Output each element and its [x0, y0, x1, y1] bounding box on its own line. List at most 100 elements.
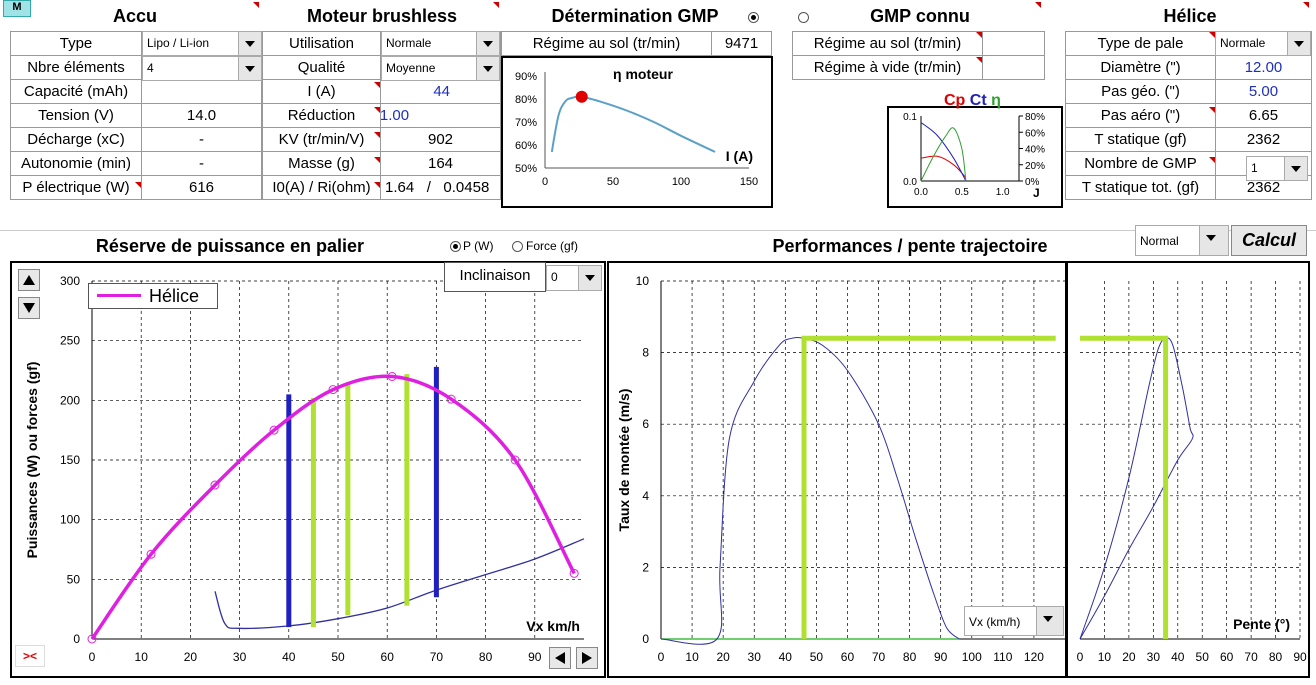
i0-ri-sep: / [426, 179, 431, 196]
inclinaison-select[interactable]: 0 [546, 265, 602, 291]
calcul-button[interactable]: Calcul [1231, 225, 1307, 256]
toggle-view-button[interactable]: >< [15, 645, 45, 667]
section-divider [0, 230, 1316, 231]
helice-point [569, 568, 579, 578]
x-tick-label: 30 [1147, 650, 1161, 664]
y-tick-label: 90% [515, 71, 537, 83]
helice-type-value: Normale [1220, 36, 1266, 50]
x-tick-label: 50 [1196, 650, 1210, 664]
gmp-radio[interactable] [748, 12, 759, 23]
perf-title: Performances / pente trajectoire [772, 236, 1048, 256]
reserve-title: Réserve de puissance en palier [95, 236, 365, 256]
comment-marker [374, 82, 380, 88]
x-tick-label: 40 [1171, 650, 1185, 664]
x-tick-label: 40 [282, 650, 296, 664]
y-tick-label: 50 [67, 572, 81, 586]
accu-label: Nbre éléments [10, 55, 142, 80]
accu-value: 616 [141, 175, 262, 200]
chevron-down-icon[interactable] [476, 32, 499, 55]
helice-pitch-value[interactable]: 5.00 [1215, 79, 1312, 104]
x-tick-label: 0 [1077, 650, 1084, 664]
y-axis-label: Puissances (W) ou forces (gf) [24, 362, 40, 559]
accu-cells-select[interactable]: 4 [142, 56, 262, 81]
scroll-down-button[interactable] [18, 297, 40, 319]
legend-box: Hélice [88, 283, 218, 309]
power-radio[interactable] [450, 241, 461, 252]
macro-m-button[interactable]: M [3, 0, 31, 17]
x-tick-label: 100 [672, 176, 690, 188]
next-button[interactable] [576, 647, 598, 669]
accu-label: Type [10, 31, 142, 56]
right-tick-label: 0% [1025, 177, 1040, 188]
y-tick-label: 6 [642, 417, 649, 431]
x-tick-label: 60 [841, 650, 855, 664]
comment-marker [976, 32, 982, 38]
mode-select[interactable]: Normal [1135, 225, 1229, 256]
helice-point [510, 455, 520, 465]
x-tick-label: 40 [779, 650, 793, 664]
prev-button[interactable] [549, 647, 571, 669]
y-tick-label: 60% [515, 140, 537, 152]
gmp-connu-input[interactable] [982, 55, 1045, 80]
comment-marker [1209, 32, 1215, 38]
accu-value[interactable] [141, 79, 262, 104]
cp-label: Cp [944, 92, 966, 109]
x-tick-label: 120 [1024, 650, 1044, 664]
efficiency-svg: 90% 80% 70% 60% 50% 0 50 100 150 η moteur I (A) [515, 66, 758, 188]
helice-diameter-value[interactable]: 12.00 [1215, 55, 1312, 80]
moteur-qualite-select[interactable]: Moyenne [381, 56, 500, 81]
x-tick-label: 30 [233, 650, 247, 664]
comment-marker [374, 182, 380, 188]
comment-marker [374, 132, 380, 138]
x-tick-label: 0.0 [914, 187, 928, 198]
helice-label: T statique (gf) [1065, 127, 1216, 152]
moteur-label: Qualité [262, 55, 381, 80]
gmp-connu-label: Régime à vide (tr/min) [792, 55, 983, 80]
accu-label: P électrique (W) [10, 175, 142, 200]
comment-marker [135, 182, 141, 188]
comment-marker [1303, 2, 1309, 8]
mode-value: Normal [1140, 234, 1179, 248]
x-tick-label: 20 [184, 650, 198, 664]
chevron-down-icon[interactable] [578, 266, 601, 290]
chevron-down-icon[interactable] [1036, 607, 1063, 635]
x-tick-label: 10 [685, 650, 699, 664]
gmp-connu-radio[interactable] [798, 12, 809, 23]
chevron-down-icon[interactable] [476, 57, 499, 80]
force-radio[interactable] [512, 241, 523, 252]
moteur-utilisation-select[interactable]: Normale [381, 31, 500, 56]
accu-type-select[interactable]: Lipo / Li-ion [142, 31, 262, 56]
helice-point [328, 385, 338, 395]
comment-marker [1209, 157, 1215, 163]
chevron-down-icon[interactable] [238, 57, 261, 80]
x-tick-label: 70 [430, 650, 444, 664]
right-tick-label: 20% [1025, 161, 1045, 172]
x-tick-label: 20 [1122, 650, 1136, 664]
chevron-down-icon[interactable] [238, 32, 261, 55]
ct-line [920, 122, 967, 182]
x-tick-label: 0 [89, 650, 96, 664]
max-slope-line [1080, 335, 1169, 639]
moteur-current-value[interactable]: 44 [380, 79, 501, 104]
accu-table: Type Nbre éléments Capacité (mAh) Tensio… [10, 31, 262, 200]
y-tick-label: 0 [73, 632, 80, 646]
calcul-label: Calcul [1241, 230, 1297, 250]
chevron-down-icon[interactable] [1199, 226, 1228, 255]
helice-gmp-count-select[interactable]: 1 [1246, 156, 1308, 181]
chevron-down-icon[interactable] [1287, 32, 1310, 55]
vx-select-value: Vx (km/h) [969, 615, 1021, 629]
moteur-i0-ri-cell: 1.64 / 0.0458 [380, 175, 501, 200]
reserve-svg: 0 10 20 30 40 50 60 70 80 90 300 250 200 150 100 50 0 Vx … [24, 274, 585, 664]
moteur-value: 164 [380, 151, 501, 176]
scroll-up-button[interactable] [18, 269, 40, 291]
moteur-label: I0(A) / Ri(ohm) [262, 175, 381, 200]
gmp-connu-input[interactable] [982, 31, 1045, 56]
vx-select[interactable]: Vx (km/h) [964, 606, 1064, 636]
reduction-value[interactable]: 1.00 [380, 107, 410, 124]
motor-efficiency-chart: 90% 80% 70% 60% 50% 0 50 100 150 η moteur I (A) [501, 56, 773, 208]
chevron-down-icon[interactable] [1284, 157, 1307, 180]
accu-label: Tension (V) [10, 103, 142, 128]
helice-type-select[interactable]: Normale [1215, 31, 1311, 56]
moteur-reduction-cell[interactable]: 1 : 1.00 [380, 103, 501, 128]
x-tick-label: 0 [658, 650, 665, 664]
